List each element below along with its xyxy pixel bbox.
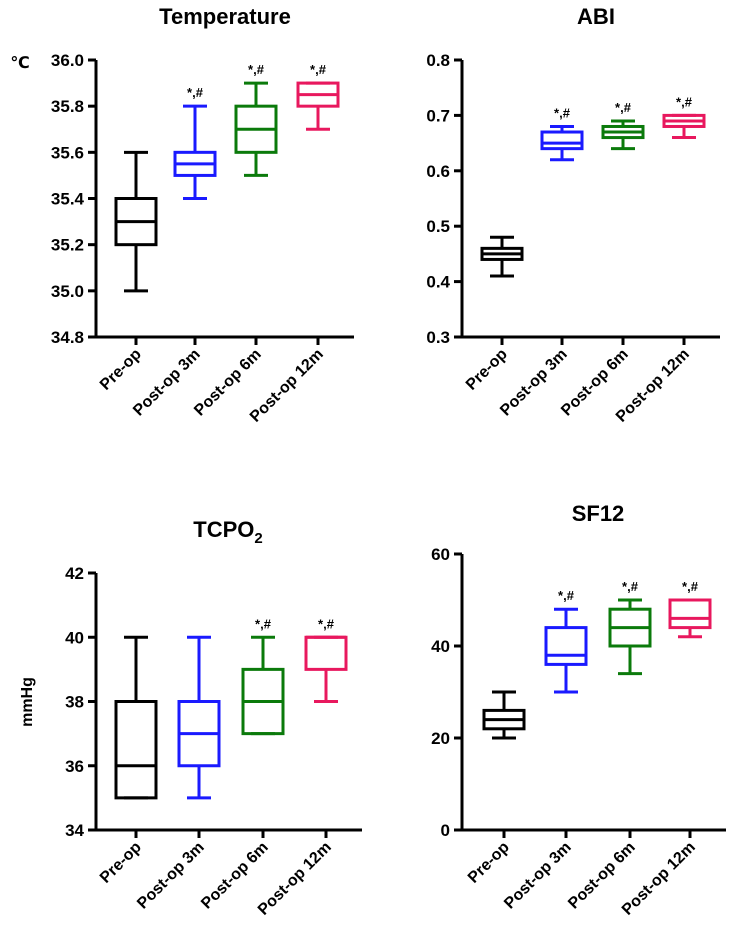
chart-title: TCPO2: [193, 517, 262, 547]
y-tick-label: 40: [65, 628, 84, 647]
x-tick-label: Pre-op: [97, 346, 145, 394]
significance-label: *,#: [682, 579, 699, 594]
box-2: [177, 635, 221, 800]
y-axis-label: ℃: [10, 55, 29, 72]
y-tick-label: 42: [65, 564, 84, 583]
box-3: [601, 119, 645, 151]
box-1: [480, 235, 524, 278]
significance-label: *,#: [558, 588, 575, 603]
box-3: [608, 598, 652, 676]
y-tick-label: 36.0: [51, 51, 84, 70]
y-tick-label: 20: [431, 729, 450, 748]
y-tick-label: 35.2: [51, 236, 84, 255]
y-tick-label: 35.0: [51, 282, 84, 301]
box-1: [482, 690, 526, 740]
x-tick-label: Post-op 3m: [134, 839, 208, 913]
box-3: [234, 81, 278, 177]
iqr-box: [114, 700, 158, 800]
x-tick-label: Pre-op: [465, 839, 513, 887]
significance-label: *,#: [187, 85, 204, 100]
y-tick-label: 35.4: [51, 190, 85, 209]
box-2: [544, 607, 588, 694]
significance-label: *,#: [318, 616, 335, 631]
significance-label: *,#: [554, 105, 571, 120]
box-4: [304, 635, 348, 703]
y-tick-label: 38: [65, 693, 84, 712]
box-4: [296, 81, 340, 131]
chart-panel-1: Temperature ℃ 34.8 35.0 35.2 35.4 35.6 35.8 36.0…: [10, 4, 354, 426]
y-axis-label: mmHg: [19, 677, 36, 727]
y-tick-label: 0.3: [426, 328, 450, 347]
box-1: [114, 635, 158, 800]
box-4: [668, 598, 712, 639]
y-tick-label: 0.5: [426, 217, 450, 236]
box-2: [173, 104, 217, 200]
y-tick-label: 34.8: [51, 328, 84, 347]
chart-title: ABI: [577, 4, 615, 29]
iqr-box: [668, 598, 712, 630]
box-4: [662, 113, 706, 140]
chart-title: SF12: [572, 501, 625, 526]
y-tick-label: 35.6: [51, 143, 84, 162]
significance-label: *,#: [615, 100, 632, 115]
x-tick-label: Post-op 3m: [501, 839, 575, 913]
y-tick-label: 0.4: [426, 273, 450, 292]
box-2: [540, 124, 584, 162]
significance-label: *,#: [622, 579, 639, 594]
iqr-box: [304, 635, 348, 671]
x-tick-label: Pre-op: [97, 839, 145, 887]
significance-label: *,#: [255, 616, 272, 631]
box-1: [114, 150, 158, 293]
y-tick-label: 60: [431, 545, 450, 564]
y-tick-label: 0.8: [426, 51, 450, 70]
significance-label: *,#: [676, 94, 693, 109]
x-tick-label: Pre-op: [463, 346, 511, 394]
y-tick-label: 40: [431, 637, 450, 656]
y-tick-label: 0.7: [426, 106, 450, 125]
iqr-box: [540, 130, 584, 151]
chart-title: Temperature: [159, 4, 291, 29]
box-3: [241, 635, 285, 736]
y-tick-label: 0.6: [426, 162, 450, 181]
y-tick-label: 34: [65, 821, 84, 840]
y-tick-label: 36: [65, 757, 84, 776]
y-tick-label: 0: [441, 821, 450, 840]
significance-label: *,#: [248, 62, 265, 77]
y-tick-label: 35.8: [51, 97, 84, 116]
significance-label: *,#: [310, 62, 327, 77]
iqr-box: [544, 626, 588, 666]
